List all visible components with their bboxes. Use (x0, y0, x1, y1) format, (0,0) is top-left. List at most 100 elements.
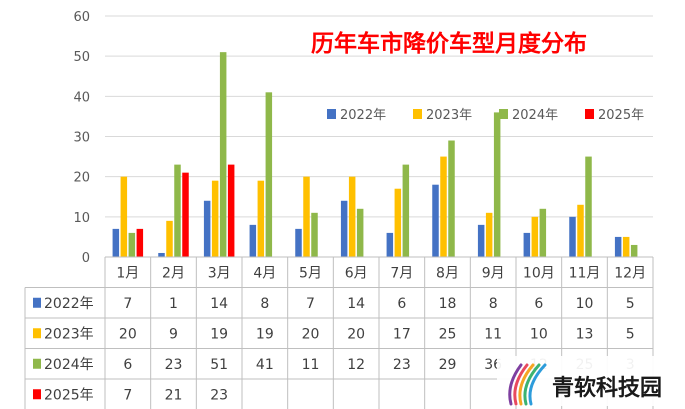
data-label: 7 (123, 387, 132, 403)
bar (630, 244, 638, 257)
bar (257, 180, 265, 257)
y-tick-label: 50 (73, 50, 90, 65)
data-label: 18 (439, 296, 457, 312)
bar (539, 208, 547, 257)
x-tick-label: 9月 (482, 265, 505, 281)
bar (394, 188, 402, 257)
data-label: 25 (439, 326, 457, 342)
x-tick-label: 6月 (345, 265, 368, 281)
legend-label: 2024年 (512, 108, 558, 123)
bar (614, 236, 622, 257)
legend-key (585, 109, 594, 119)
data-label: 11 (484, 326, 502, 342)
bar (303, 176, 310, 257)
data-label: 20 (302, 326, 320, 342)
bar (432, 184, 439, 257)
bar (477, 224, 485, 257)
legend-label: 2022年 (340, 108, 386, 123)
logo-stripe (508, 363, 523, 406)
legend-key (413, 109, 422, 119)
logo-stripe (528, 363, 547, 406)
data-label: 23 (165, 357, 183, 373)
bar (136, 228, 144, 257)
data-label: 8 (260, 296, 269, 312)
data-label: 1 (169, 296, 178, 312)
data-label: 20 (347, 326, 365, 342)
legend-key (33, 358, 41, 369)
x-tick-label: 11月 (569, 265, 601, 281)
y-tick-label: 30 (73, 131, 90, 146)
x-tick-label: 4月 (253, 265, 276, 281)
data-label: 10 (530, 326, 548, 342)
bar (523, 232, 531, 257)
logo-stripe (513, 363, 529, 406)
bar (585, 156, 592, 257)
data-label: 11 (302, 357, 320, 373)
bar (182, 172, 189, 257)
data-label: 13 (576, 326, 594, 342)
data-label: 14 (347, 296, 365, 312)
data-label: 6 (397, 296, 406, 312)
bar (295, 228, 302, 257)
x-tick-label: 12月 (614, 265, 646, 281)
bar (577, 204, 584, 257)
y-tick-label: 60 (73, 10, 90, 25)
bar (249, 224, 257, 257)
bar (203, 200, 211, 257)
data-label: 7 (123, 296, 132, 312)
logo-stripe (518, 363, 535, 406)
data-label: 19 (256, 326, 274, 342)
bar (531, 216, 539, 257)
data-label: 7 (306, 296, 315, 312)
legend-key (33, 297, 41, 308)
y-tick-label: 20 (73, 171, 90, 186)
bar (448, 140, 455, 257)
bar (386, 232, 394, 257)
data-label: 29 (439, 357, 457, 373)
data-label: 10 (576, 296, 594, 312)
data-label: 6 (123, 357, 132, 373)
bar (340, 200, 348, 257)
bar (219, 52, 227, 258)
data-label: 14 (210, 296, 228, 312)
x-tick-label: 1月 (116, 265, 139, 281)
x-tick-label: 7月 (390, 265, 413, 281)
data-label: 23 (393, 357, 411, 373)
legend-label: 2023年 (426, 108, 472, 123)
bar (440, 156, 447, 257)
bar (485, 212, 493, 257)
bar (112, 228, 120, 257)
bar (265, 92, 273, 257)
x-tick-label: 5月 (299, 265, 322, 281)
bar (128, 232, 136, 257)
series-label: 2025年 (44, 387, 94, 403)
chart-title: 历年车市降价车型月度分布 (311, 30, 587, 57)
data-label: 6 (534, 296, 543, 312)
data-label: 8 (489, 296, 498, 312)
watermark: 青软科技园 (497, 356, 677, 406)
data-label: 17 (393, 326, 411, 342)
bar (311, 212, 318, 257)
bar (120, 176, 128, 257)
x-tick-label: 2月 (162, 265, 185, 281)
y-tick-label: 40 (73, 90, 90, 105)
bar (493, 112, 501, 258)
data-label: 23 (210, 387, 228, 403)
data-label: 12 (347, 357, 365, 373)
data-label: 9 (169, 326, 178, 342)
watermark-text: 青软科技园 (552, 375, 662, 401)
data-label: 20 (119, 326, 137, 342)
bar (166, 220, 173, 257)
bar (211, 180, 219, 257)
data-label: 5 (626, 326, 635, 342)
bar (402, 164, 410, 257)
legend-label: 2025年 (598, 108, 644, 123)
series-label: 2022年 (44, 296, 94, 312)
y-tick-label: 0 (82, 251, 90, 266)
bar (569, 216, 576, 257)
x-tick-label: 10月 (523, 265, 555, 281)
legend: 2022年 2023年 2024年 2025年 (327, 108, 644, 123)
series-label: 2023年 (44, 326, 94, 342)
series-label: 2024年 (44, 357, 94, 373)
